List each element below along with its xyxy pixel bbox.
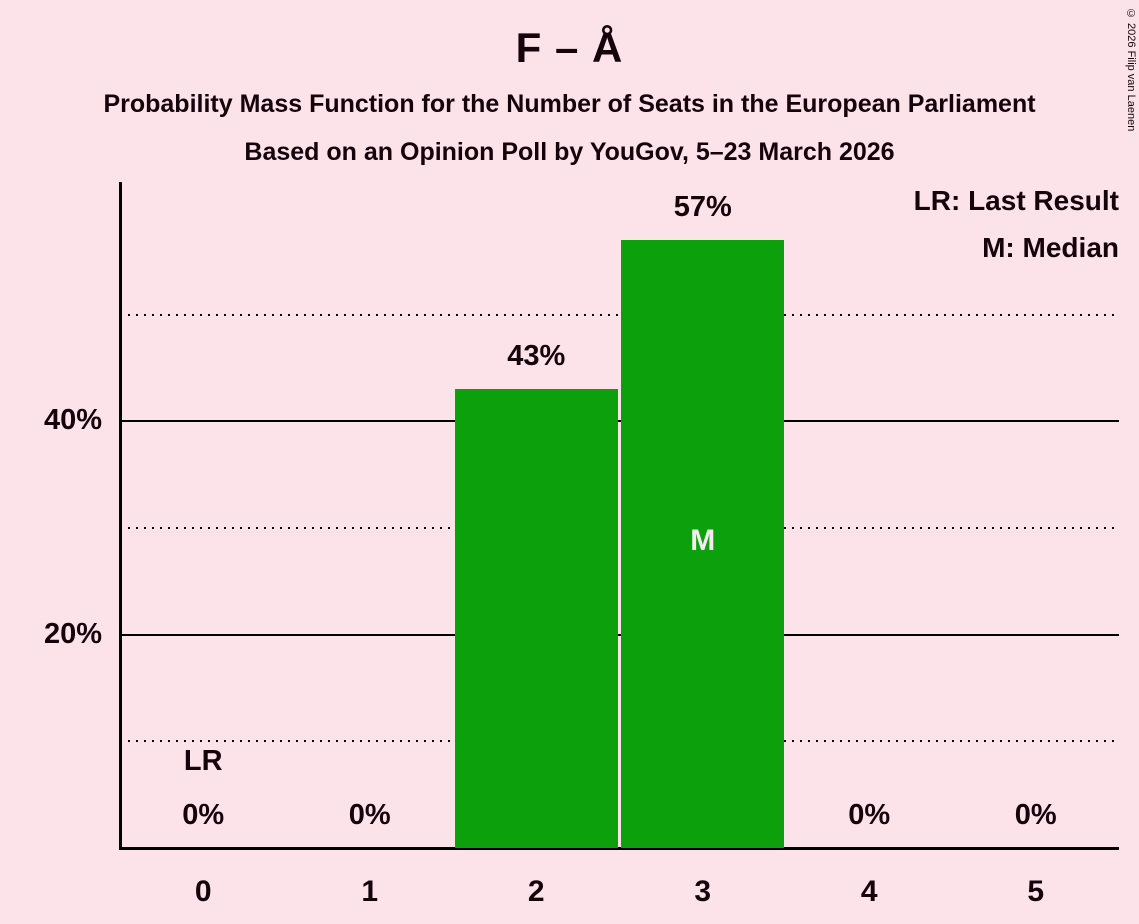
bar-value-label-0: 0% [182, 799, 225, 831]
bar-seats-3 [621, 239, 785, 848]
x-axis-label-1: 1 [361, 875, 379, 908]
x-axis-label-5: 5 [1027, 875, 1045, 908]
chart-subtitle: Probability Mass Function for the Number… [103, 90, 1036, 118]
chart-poll-info: Based on an Opinion Poll by YouGov, 5–23… [244, 138, 895, 166]
gridline-30pct [120, 526, 1119, 529]
y-axis-label-40: 40% [43, 404, 102, 437]
x-axis-label-4: 4 [860, 875, 878, 908]
x-axis-label-3: 3 [694, 875, 712, 908]
legend-median: M: Median [982, 232, 1119, 263]
y-axis-label-20: 20% [43, 617, 102, 650]
bar-value-label-1: 0% [348, 799, 391, 831]
x-axis-label-2: 2 [527, 875, 545, 908]
gridline-10pct [120, 740, 1119, 743]
median-marker: M [690, 523, 716, 557]
bar-value-label-3: 57% [673, 190, 732, 223]
x-axis-line [119, 847, 1119, 850]
bar-value-label-5: 0% [1014, 799, 1057, 831]
bar-value-label-2: 43% [507, 340, 566, 373]
bar-value-label-4: 0% [848, 799, 891, 831]
copyright-note: © 2026 Filip van Laenen [1125, 8, 1137, 132]
x-axis-label-0: 0 [194, 875, 212, 908]
y-axis-line [119, 182, 122, 850]
last-result-marker: LR [183, 745, 223, 777]
chart-title: F – Å [515, 24, 624, 71]
gridline-40pct [120, 420, 1119, 423]
gridline-50pct [120, 313, 1119, 316]
bar-seats-2 [454, 389, 618, 848]
legend-last-result: LR: Last Result [913, 185, 1119, 216]
gridline-20pct [120, 633, 1119, 636]
